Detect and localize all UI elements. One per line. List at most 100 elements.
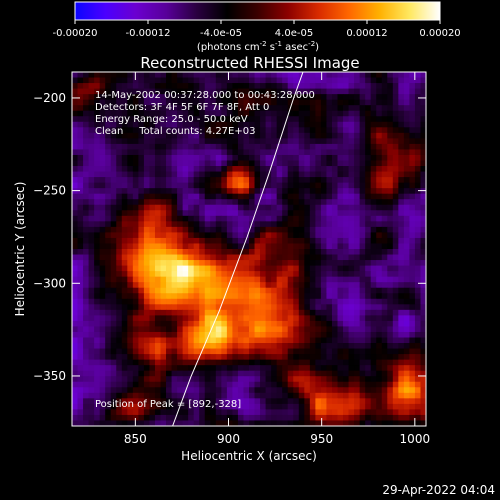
heatmap-cell (99, 348, 106, 355)
heatmap-cell (132, 149, 139, 156)
heatmap-cell (204, 72, 211, 78)
heatmap-cell (420, 72, 426, 78)
heatmap-cell (188, 276, 195, 283)
heatmap-cell (320, 243, 327, 250)
heatmap-cell (287, 243, 294, 250)
heatmap-cell (99, 72, 106, 78)
heatmap-cell (204, 414, 211, 421)
heatmap-cell (237, 121, 244, 128)
heatmap-cell (293, 110, 300, 117)
heatmap-cell (199, 370, 206, 377)
heatmap-cell (121, 337, 128, 344)
heatmap-cell (154, 221, 161, 228)
heatmap-cell (132, 271, 139, 278)
heatmap-cell (381, 354, 388, 361)
heatmap-cell (414, 94, 421, 101)
heatmap-cell (337, 149, 344, 156)
heatmap-cell (232, 188, 239, 195)
heatmap-cell (309, 409, 316, 416)
heatmap-cell (414, 315, 421, 322)
heatmap-cell (105, 343, 112, 349)
heatmap-cell (331, 304, 338, 311)
heatmap-cell (127, 392, 134, 399)
heatmap-cell (232, 105, 239, 112)
heatmap-cell (249, 204, 255, 211)
heatmap-cell (293, 359, 300, 366)
heatmap-cell (232, 376, 239, 383)
heatmap-cell (237, 166, 244, 172)
heatmap-cell (337, 414, 344, 421)
heatmap-cell (392, 232, 399, 239)
heatmap-cell (392, 271, 399, 278)
heatmap-cell (171, 72, 178, 78)
heatmap-cell (166, 154, 172, 161)
heatmap-cell (298, 271, 305, 278)
heatmap-cell (193, 370, 200, 377)
heatmap-cell (83, 77, 89, 84)
heatmap-cell (276, 143, 283, 150)
heatmap-cell (166, 260, 172, 266)
heatmap-cell (343, 210, 349, 217)
heatmap-cell (381, 99, 388, 106)
heatmap-cell (243, 94, 250, 101)
heatmap-cell (215, 398, 222, 405)
heatmap-cell (177, 232, 184, 239)
heatmap-cell (260, 343, 266, 349)
heatmap-cell (149, 249, 156, 255)
heatmap-cell (166, 171, 172, 178)
heatmap-cell (177, 105, 184, 112)
heatmap-cell (188, 359, 195, 366)
heatmap-cell (320, 276, 327, 283)
heatmap-cell (271, 105, 278, 112)
heatmap-cell (215, 221, 222, 228)
heatmap-cell (326, 287, 333, 294)
heatmap-cell (138, 177, 145, 184)
heatmap-cell (359, 204, 366, 211)
heatmap-cell (188, 315, 195, 322)
heatmap-cell (221, 199, 228, 206)
heatmap-cell (387, 337, 394, 344)
heatmap-cell (160, 105, 167, 112)
heatmap-cell (293, 337, 300, 344)
heatmap-cell (105, 154, 112, 161)
heatmap-cell (249, 293, 255, 300)
heatmap-cell (359, 304, 366, 311)
heatmap-cell (72, 376, 78, 383)
heatmap-cell (337, 337, 344, 344)
heatmap-cell (210, 138, 217, 145)
heatmap-cell (210, 166, 217, 172)
heatmap-cell (370, 149, 377, 156)
heatmap-cell (287, 221, 294, 228)
heatmap-cell (105, 359, 112, 366)
heatmap-cell (387, 149, 394, 156)
heatmap-cell (210, 221, 217, 228)
heatmap-cell (171, 403, 178, 410)
heatmap-cell (265, 249, 272, 255)
heatmap-cell (243, 166, 250, 172)
heatmap-cell (326, 132, 333, 139)
heatmap-cell (326, 387, 333, 394)
heatmap-cell (105, 381, 112, 388)
heatmap-cell (348, 370, 355, 377)
heatmap-cell (143, 304, 150, 311)
heatmap-cell (132, 138, 139, 145)
y-axis: −200−250−300−350 (33, 91, 426, 383)
heatmap-cell (94, 249, 101, 255)
heatmap-cell (166, 83, 172, 89)
heatmap-cell (409, 127, 416, 134)
heatmap-cell (343, 282, 349, 289)
heatmap-cell (138, 320, 145, 327)
heatmap-cell (154, 320, 161, 327)
heatmap-cell (138, 326, 145, 333)
heatmap-cell (315, 94, 322, 101)
heatmap-cell (138, 138, 145, 145)
heatmap-cell (260, 370, 266, 377)
heatmap-cell (188, 193, 195, 200)
heatmap-cell (160, 271, 167, 278)
heatmap-cell (94, 348, 101, 355)
heatmap-cell (77, 381, 84, 388)
heatmap-cell (215, 127, 222, 134)
heatmap-cell (226, 293, 233, 300)
heatmap-cell (138, 105, 145, 112)
heatmap-cell (237, 171, 244, 178)
